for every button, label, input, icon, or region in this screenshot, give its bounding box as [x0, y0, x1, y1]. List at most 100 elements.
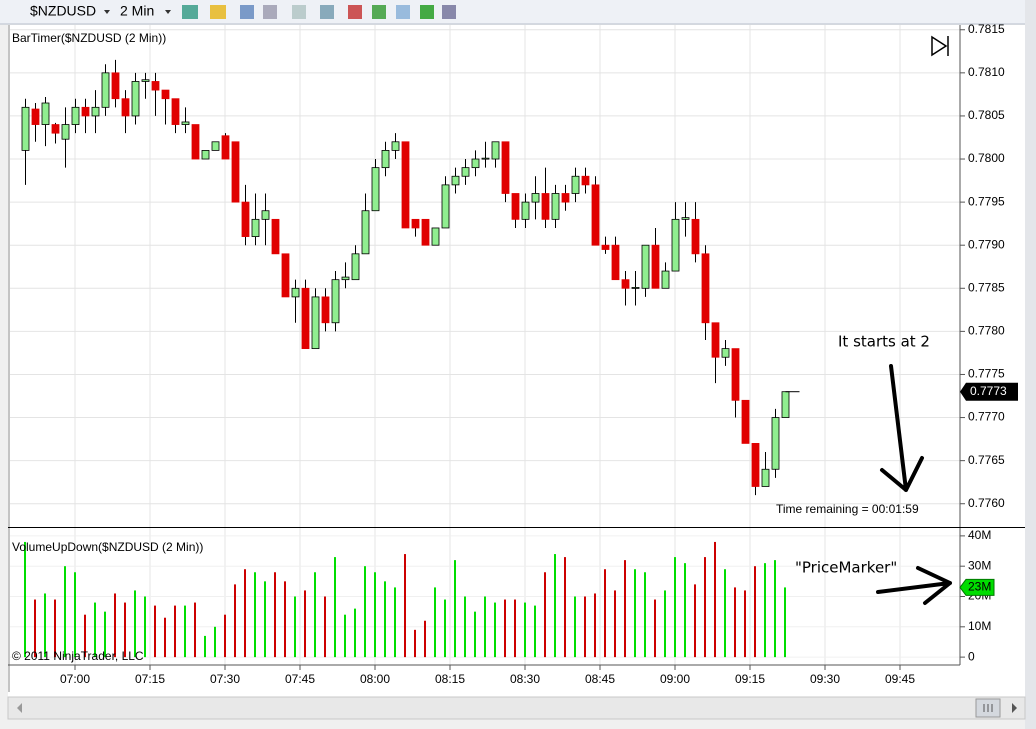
search-button[interactable]	[320, 5, 334, 19]
candle-body	[621, 279, 630, 289]
candle-body	[171, 98, 180, 125]
candle-body	[471, 158, 480, 169]
volume-bar	[214, 626, 216, 658]
y-tick-label: 10M	[968, 619, 991, 633]
volume-bar	[524, 602, 526, 658]
candle-body	[271, 218, 280, 255]
volume-bar	[374, 572, 376, 658]
volume-bar	[494, 602, 496, 658]
scrollbar[interactable]	[7, 696, 1026, 720]
plot-layer: 07:00 07:15 07:30 07:45 08:00 08:15 08:30 08:45…	[10, 22, 1005, 686]
candle-body	[551, 193, 560, 220]
volume-bar	[54, 599, 56, 658]
candle-body	[201, 150, 210, 160]
candle-body	[501, 141, 510, 194]
volume-bar	[124, 602, 126, 658]
chart-properties-button[interactable]	[396, 5, 410, 19]
volume-bar	[304, 590, 306, 658]
volume-bar	[234, 584, 236, 658]
zoom-in-button[interactable]	[240, 5, 254, 19]
volume-bar	[774, 560, 776, 658]
candle-body	[351, 253, 360, 281]
volume-bar	[534, 605, 536, 658]
volume-bar	[194, 602, 196, 658]
zoom-out-button[interactable]	[263, 5, 277, 19]
volume-bar	[344, 614, 346, 658]
volume-bar	[584, 596, 586, 658]
volume-bar	[734, 587, 736, 658]
volume-bar	[284, 581, 286, 658]
candle-body	[711, 322, 720, 358]
candle-body	[431, 227, 440, 246]
candle-body	[51, 124, 60, 134]
y-tick-label: 0.7760	[968, 496, 1005, 510]
candle-body	[141, 79, 150, 82]
candle-body	[391, 141, 400, 151]
volume-bar	[454, 560, 456, 658]
candle-body	[461, 167, 470, 177]
indicators-button[interactable]	[348, 5, 362, 19]
candle-body	[381, 150, 390, 169]
candle-body	[691, 218, 700, 255]
dropdown-arrow[interactable]	[165, 10, 171, 14]
arrow	[876, 566, 952, 605]
candle-body	[251, 218, 260, 237]
volume-bar	[104, 611, 106, 658]
candle-body	[111, 72, 120, 100]
x-tick-label: 07:00	[60, 672, 90, 686]
candle-body	[371, 167, 380, 212]
dropdown-arrow[interactable]	[104, 10, 110, 14]
scroll-left-button[interactable]	[17, 703, 22, 713]
annotation: "PriceMarker"	[795, 559, 897, 577]
candle-body	[211, 141, 220, 151]
instrument-selector[interactable]: $NZDUSD	[30, 3, 96, 19]
volume-bar	[624, 560, 626, 658]
candle-body	[741, 399, 750, 444]
candle-body	[161, 89, 170, 100]
volume-bar	[724, 569, 726, 658]
y-tick-label: 30M	[968, 558, 991, 572]
last-price-marker	[960, 382, 1018, 401]
x-tick-label: 09:45	[885, 672, 915, 686]
bar-type-button[interactable]	[182, 5, 198, 19]
candle-body	[671, 218, 680, 272]
volume-bar	[474, 611, 476, 658]
data-box-button[interactable]	[420, 5, 434, 19]
volume-bar	[84, 614, 86, 658]
window-button[interactable]	[442, 5, 456, 19]
x-tick-label: 08:45	[585, 672, 615, 686]
y-tick-label: 0.7765	[968, 453, 1005, 467]
volume-bar	[144, 596, 146, 658]
volume-bar	[434, 587, 436, 658]
candle-body	[651, 244, 660, 289]
volume-bar	[424, 620, 426, 658]
volume-bar	[254, 572, 256, 658]
candle-body	[591, 184, 600, 246]
y-tick-label: 0.7810	[968, 65, 1005, 79]
volume-bar	[314, 572, 316, 658]
interval-selector[interactable]: 2 Min	[120, 3, 154, 19]
window-edge	[1025, 0, 1036, 729]
drawing-tool-button[interactable]	[210, 5, 226, 19]
scroll-to-end-button[interactable]	[931, 35, 949, 57]
volume-bar	[714, 541, 716, 658]
volume-bar	[594, 593, 596, 658]
volume-bar	[384, 581, 386, 658]
volume-bar	[764, 563, 766, 658]
strategies-button[interactable]	[372, 5, 386, 19]
volume-bar	[244, 569, 246, 658]
candle-body	[521, 201, 530, 220]
volume-bar	[784, 587, 786, 658]
y-tick-label: 0.7780	[968, 324, 1005, 338]
price-panel-title: BarTimer($NZDUSD (2 Min))	[12, 31, 166, 45]
x-tick-label: 09:00	[660, 672, 690, 686]
volume-bar	[744, 590, 746, 658]
pointer-button[interactable]	[292, 5, 306, 19]
volume-bar	[364, 566, 366, 658]
volume-bar	[634, 569, 636, 658]
scroll-right-button[interactable]	[1012, 703, 1017, 713]
volume-bar	[114, 593, 116, 658]
y-tick-label: 0.7775	[968, 367, 1005, 381]
volume-bar	[324, 596, 326, 658]
